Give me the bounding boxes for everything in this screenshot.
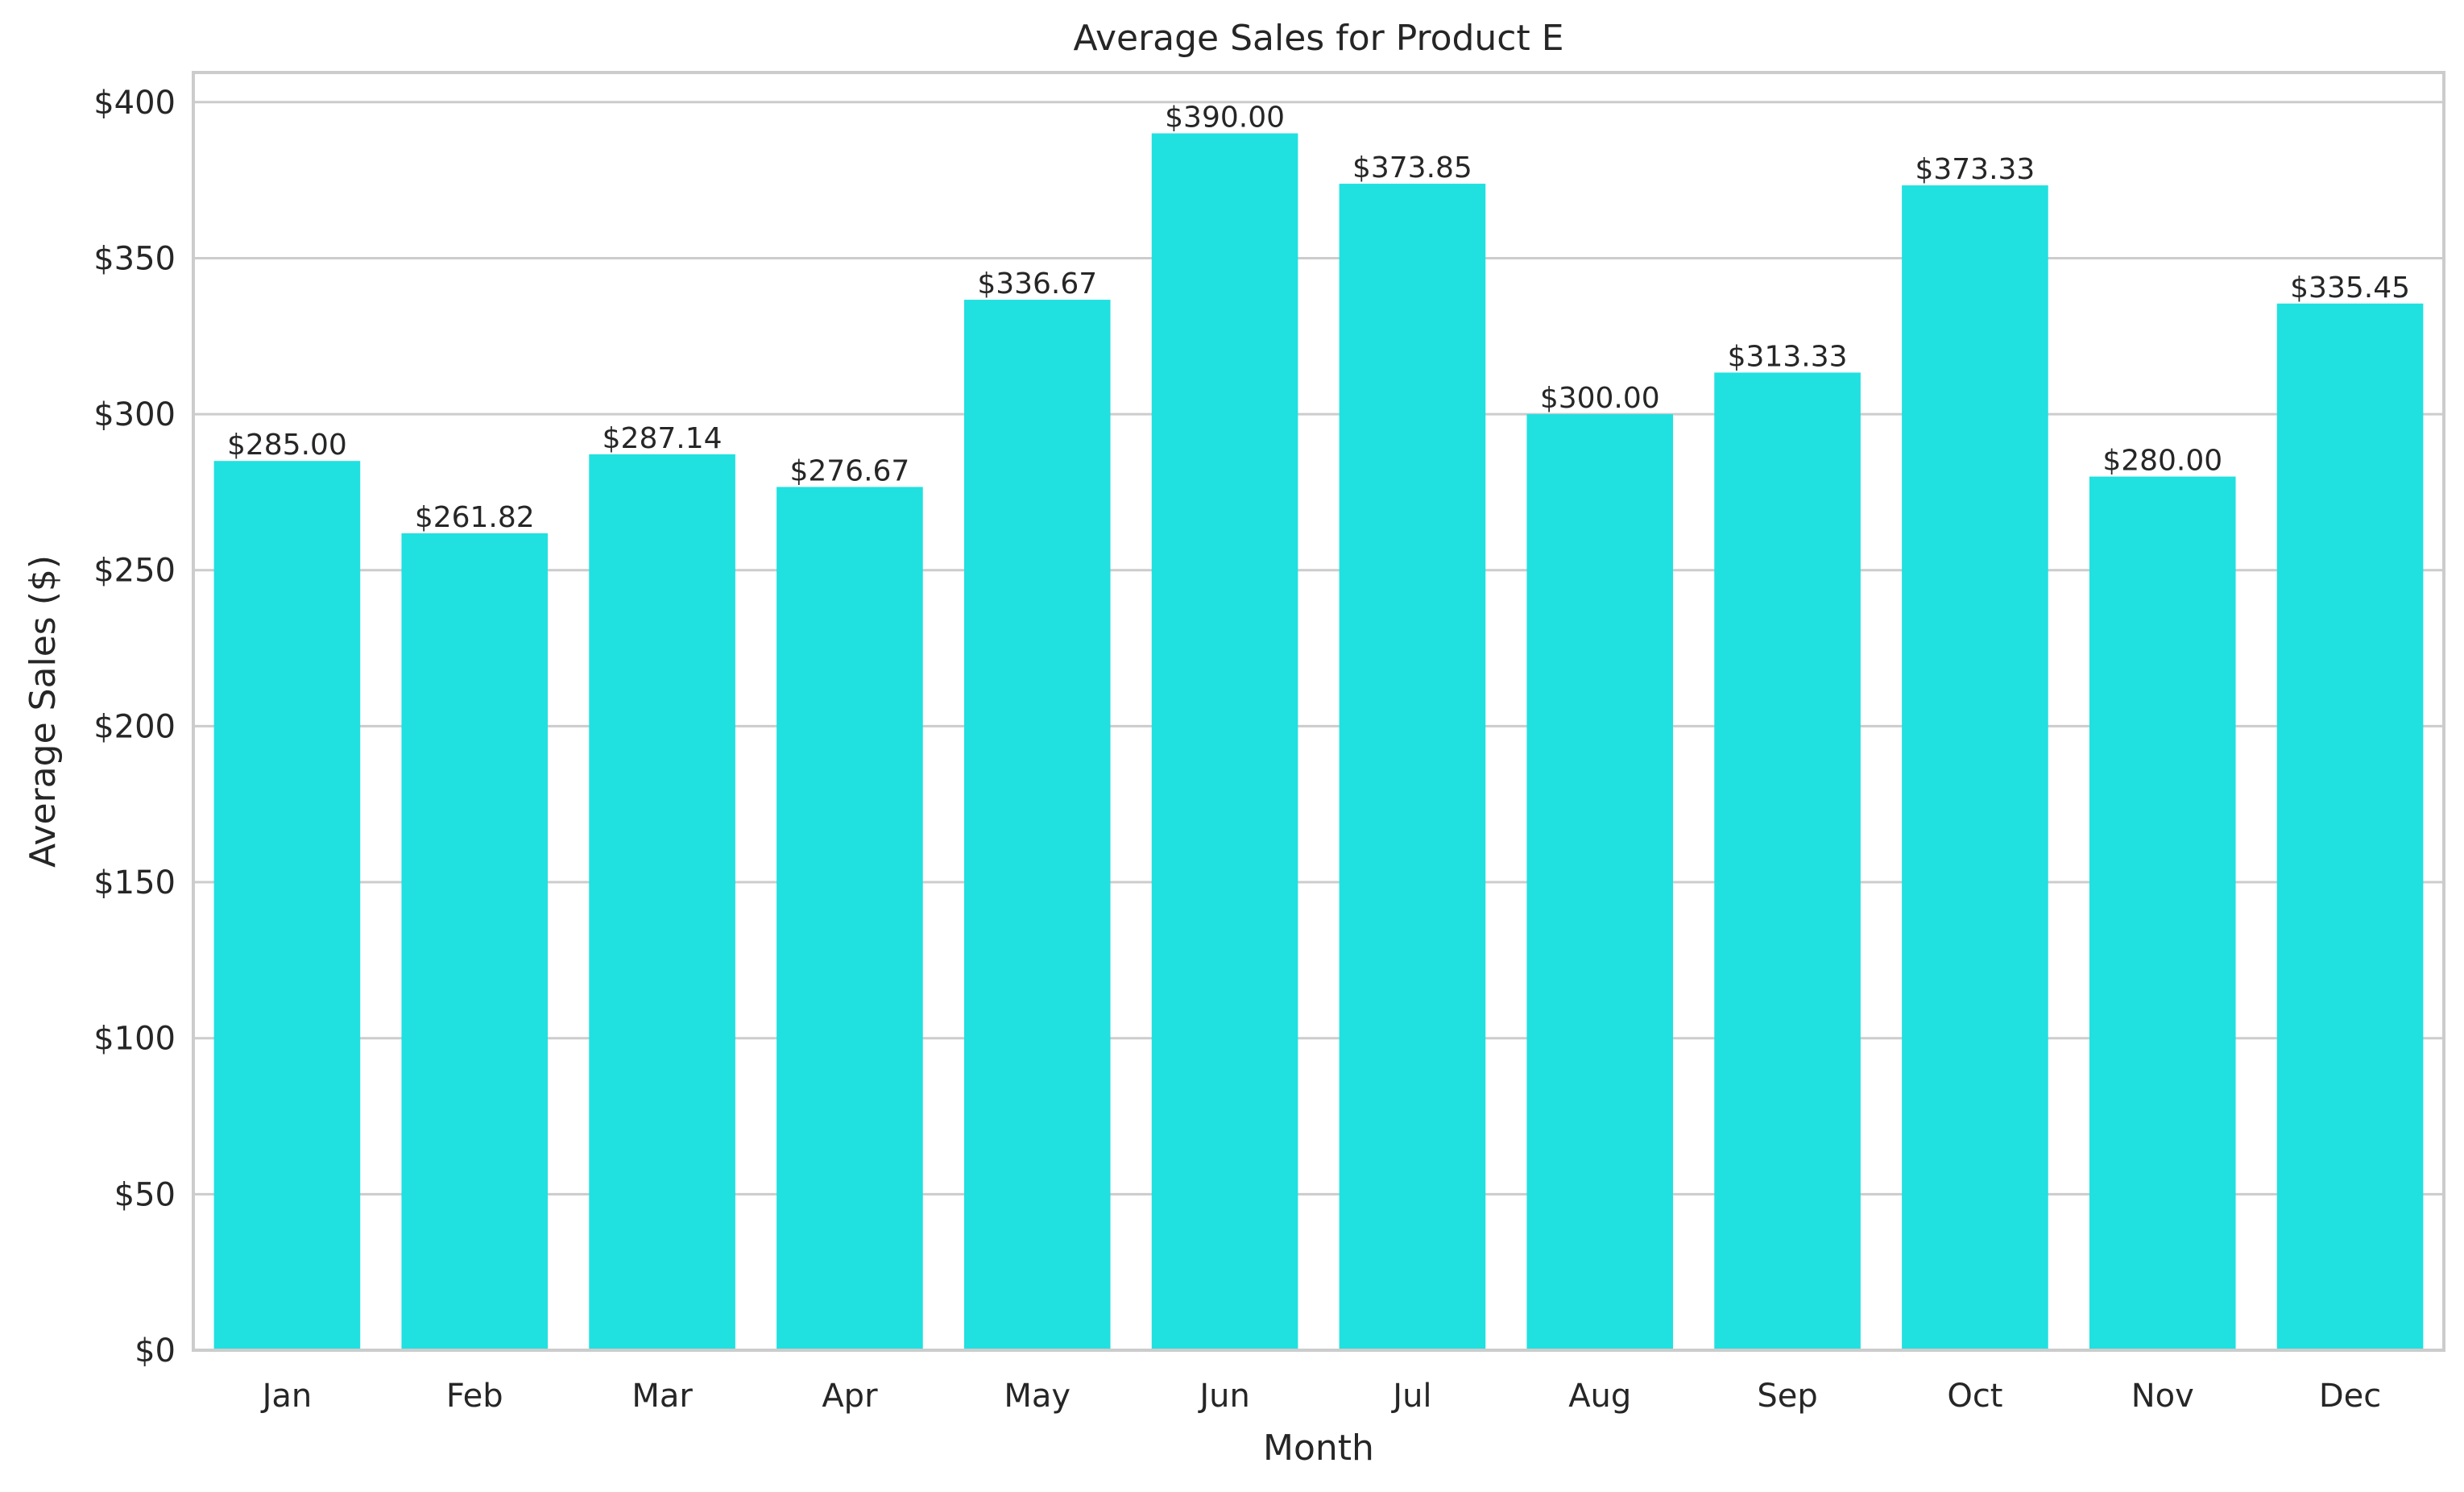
bar-aug: [1526, 414, 1674, 1350]
data-label: $390.00: [1165, 102, 1285, 135]
bar-feb: [401, 533, 549, 1350]
y-tick-label: $300: [93, 396, 176, 433]
y-tick-label: $400: [93, 85, 176, 122]
x-tick-label: Jul: [1390, 1378, 1431, 1415]
x-tick-label: May: [1004, 1378, 1070, 1415]
x-tick-label: Oct: [1947, 1378, 2002, 1415]
bar-oct: [1902, 185, 2048, 1350]
x-axis-ticks: Jan Feb Mar Apr May Jun Jul Aug Sep Oct Nov Dec: [260, 1378, 2382, 1415]
x-tick-label: Aug: [1568, 1378, 1631, 1415]
data-label: $287.14: [603, 422, 723, 455]
data-label: $300.00: [1540, 382, 1660, 415]
data-label: $313.33: [1728, 340, 1848, 373]
bar-nov: [2089, 476, 2236, 1350]
bar-jun: [1151, 133, 1298, 1350]
x-tick-label: Apr: [822, 1378, 878, 1415]
x-tick-label: Jun: [1197, 1378, 1250, 1415]
bar-apr: [776, 487, 923, 1351]
y-tick-label: $200: [93, 708, 176, 745]
x-tick-label: Mar: [632, 1378, 693, 1415]
bar-mar: [589, 454, 735, 1350]
y-axis-label: Average Sales ($): [23, 555, 64, 868]
bar-sep: [1714, 372, 1861, 1351]
data-label: $335.45: [2290, 271, 2410, 305]
x-tick-label: Sep: [1757, 1378, 1817, 1415]
x-tick-label: Jan: [260, 1378, 313, 1415]
gridlines: [193, 101, 2444, 1352]
data-label: $285.00: [227, 429, 347, 462]
x-tick-label: Nov: [2131, 1378, 2194, 1415]
plot-frame: [192, 71, 2445, 1352]
y-tick-label: $150: [93, 864, 176, 901]
bar-jul: [1339, 184, 1486, 1351]
x-axis-label: Month: [1263, 1428, 1374, 1469]
data-label: $373.33: [1915, 153, 2035, 186]
data-labels: $285.00 $261.82 $287.14 $276.67 $336.67 $390.…: [227, 102, 2410, 534]
y-axis-ticks: $0 $50 $100 $150 $200 $250 $300 $350 $400: [93, 85, 176, 1370]
bar-dec: [2276, 303, 2424, 1350]
y-tick-label: $50: [114, 1176, 176, 1213]
y-tick-label: $350: [93, 240, 176, 277]
data-label: $261.82: [415, 501, 535, 534]
y-tick-label: $0: [135, 1332, 176, 1370]
x-tick-label: Dec: [2319, 1378, 2381, 1415]
data-label: $373.85: [1352, 151, 1472, 184]
bar-jan: [213, 461, 361, 1351]
y-tick-label: $100: [93, 1021, 176, 1058]
bars: [213, 133, 2424, 1351]
data-label: $280.00: [2102, 445, 2222, 478]
x-tick-label: Feb: [446, 1378, 503, 1415]
data-label: $276.67: [789, 454, 909, 487]
data-label: $336.67: [977, 267, 1097, 300]
y-tick-label: $250: [93, 553, 176, 590]
chart-title: Average Sales for Product E: [1073, 18, 1563, 59]
bar-may: [963, 300, 1111, 1350]
